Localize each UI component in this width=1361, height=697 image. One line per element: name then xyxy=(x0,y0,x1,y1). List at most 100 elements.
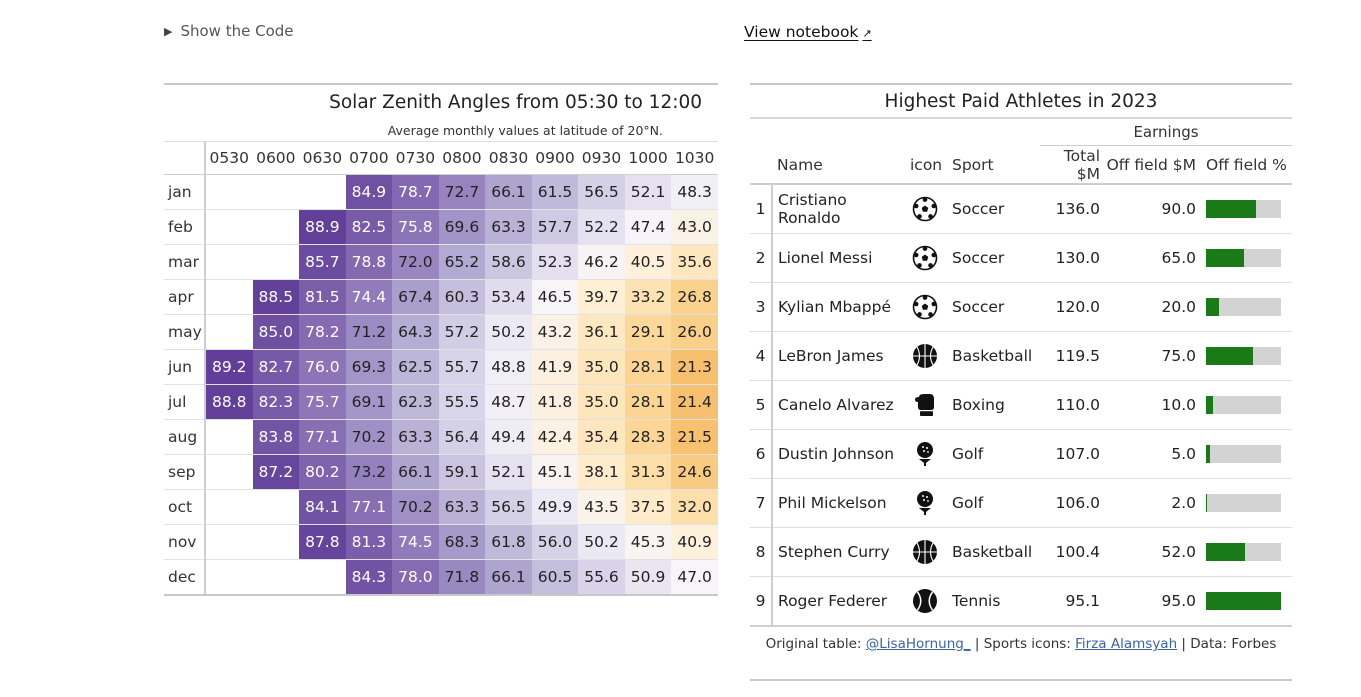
zenith-cell: 84.9 xyxy=(345,174,393,210)
zenith-cell: 74.5 xyxy=(392,524,439,560)
sport-cell: Soccer xyxy=(952,282,1038,332)
athletes-table: Name icon Sport Total $M Off field $M Of… xyxy=(750,147,1292,627)
zenith-cell: 75.8 xyxy=(392,209,439,245)
month-label: mar xyxy=(164,244,207,280)
zenith-cell: 52.1 xyxy=(485,454,532,490)
firza-alamsyah-link[interactable]: Firza Alamsyah xyxy=(1075,636,1178,652)
offfield-cell: 5.0 xyxy=(1106,429,1202,479)
athlete-row: 4 LeBron James Basketball 119.5 75.0 xyxy=(750,331,1292,381)
zenith-cell: 88.9 xyxy=(299,209,346,245)
zenith-cell: 31.3 xyxy=(624,454,672,490)
zenith-cell: 55.6 xyxy=(578,559,625,596)
zenith-cell: 64.3 xyxy=(392,314,439,350)
zenith-cell: 82.7 xyxy=(252,349,300,385)
month-label: may xyxy=(164,314,207,350)
athlete-row: 8 Stephen Curry Basketball 100.4 52.0 xyxy=(750,527,1292,577)
rank-cell: 5 xyxy=(750,380,773,430)
source-mid: | Sports icons: xyxy=(970,636,1076,652)
offfield-pct-cell xyxy=(1202,233,1292,283)
golf-ball-tee-icon xyxy=(910,441,952,467)
source-note: Original table: @LisaHornung_ | Sports i… xyxy=(750,636,1292,652)
offfield-pct-bar xyxy=(1206,347,1281,365)
zenith-cell xyxy=(299,559,346,596)
name-header: Name xyxy=(772,147,910,185)
earnings-spanner: Earnings xyxy=(750,119,1292,147)
time-column-header: 0600 xyxy=(252,142,300,175)
athlete-name: LeBron James xyxy=(772,331,910,381)
lisahornung-link[interactable]: @LisaHornung_ xyxy=(865,636,971,652)
zenith-cell: 41.8 xyxy=(531,384,579,420)
offfield-cell: 90.0 xyxy=(1106,184,1202,234)
month-label: jun xyxy=(164,349,207,385)
offfield-pct-bar-fill xyxy=(1206,396,1213,414)
show-code-toggle[interactable]: ▶ Show the Code xyxy=(164,22,294,40)
offfield-pct-bar xyxy=(1206,298,1281,316)
zenith-cell: 52.1 xyxy=(624,174,672,210)
zenith-cell xyxy=(252,174,300,210)
icon-cell xyxy=(910,527,952,577)
rank-header xyxy=(750,147,772,185)
zenith-cell: 78.2 xyxy=(299,314,346,350)
month-label: sep xyxy=(164,454,207,490)
zenith-cell: 40.9 xyxy=(671,524,718,560)
total-cell: 136.0 xyxy=(1038,184,1106,234)
show-code-label: Show the Code xyxy=(180,22,294,40)
zenith-cell: 35.0 xyxy=(578,349,625,385)
zenith-cell: 21.5 xyxy=(671,419,718,455)
zenith-cell: 75.7 xyxy=(299,384,346,420)
zenith-cell: 43.2 xyxy=(531,314,579,350)
offfield-pct-bar-fill xyxy=(1206,543,1245,561)
zenith-cell: 70.2 xyxy=(345,419,393,455)
time-column-header: 0830 xyxy=(485,142,532,175)
view-notebook-link[interactable]: View notebook ↗ xyxy=(744,23,872,41)
zenith-cell: 60.5 xyxy=(531,559,579,596)
zenith-cell: 66.1 xyxy=(485,559,532,596)
offfield-pct-bar-fill xyxy=(1206,494,1208,512)
offfield-pct-bar xyxy=(1206,543,1281,561)
zenith-cell xyxy=(205,314,253,350)
athlete-name: Kylian Mbappé xyxy=(772,282,910,332)
offfield-cell: 65.0 xyxy=(1106,233,1202,283)
solar-table-subtitle: Average monthly values at latitude of 20… xyxy=(164,119,718,142)
athlete-row: 6 Dustin Johnson Golf 107.0 5.0 xyxy=(750,429,1292,479)
month-label: dec xyxy=(164,559,207,596)
time-column-header: 1000 xyxy=(624,142,672,175)
time-column-header: 0730 xyxy=(392,142,439,175)
total-cell: 130.0 xyxy=(1038,233,1106,283)
zenith-cell: 69.3 xyxy=(345,349,393,385)
basketball-icon xyxy=(910,343,952,369)
zenith-cell: 24.6 xyxy=(671,454,718,490)
zenith-cell: 57.7 xyxy=(531,209,579,245)
zenith-cell: 87.8 xyxy=(299,524,346,560)
rank-cell: 3 xyxy=(750,282,773,332)
zenith-cell: 57.2 xyxy=(438,314,486,350)
boxing-glove-icon xyxy=(910,392,952,418)
solar-row: jul 88.8 82.3 75.7 69.1 62.3 55.5 48.7 41.8 35.0 2… xyxy=(164,384,718,420)
athlete-row: 1 Cristiano Ronaldo Soccer 136.0 90.0 xyxy=(750,184,1292,234)
sport-cell: Golf xyxy=(952,478,1038,528)
total-cell: 106.0 xyxy=(1038,478,1106,528)
zenith-cell: 52.2 xyxy=(578,209,625,245)
zenith-cell: 28.1 xyxy=(624,349,672,385)
zenith-cell: 48.7 xyxy=(485,384,532,420)
zenith-cell: 55.7 xyxy=(438,349,486,385)
offfield-pct-bar-fill xyxy=(1206,200,1256,218)
zenith-cell: 42.4 xyxy=(531,419,579,455)
view-notebook-label: View notebook xyxy=(744,23,859,41)
zenith-cell: 43.0 xyxy=(671,209,718,245)
icon-cell xyxy=(910,380,952,430)
athletes-table-panel: Highest Paid Athletes in 2023 Earnings N… xyxy=(750,83,1292,627)
athlete-name: Cristiano Ronaldo xyxy=(772,184,910,234)
zenith-cell: 50.2 xyxy=(485,314,532,350)
sport-cell: Basketball xyxy=(952,527,1038,577)
zenith-cell: 80.2 xyxy=(299,454,346,490)
zenith-cell: 56.5 xyxy=(485,489,532,525)
zenith-cell: 50.9 xyxy=(624,559,672,596)
solar-row: jun 89.2 82.7 76.0 69.3 62.5 55.7 48.8 41.9 35.0 2… xyxy=(164,349,718,385)
zenith-cell: 35.6 xyxy=(671,244,718,280)
zenith-cell: 56.4 xyxy=(438,419,486,455)
zenith-cell: 61.8 xyxy=(485,524,532,560)
zenith-cell xyxy=(205,454,253,490)
solar-zenith-table-panel: Solar Zenith Angles from 05:30 to 12:00 … xyxy=(164,83,718,596)
total-cell: 100.4 xyxy=(1038,527,1106,577)
